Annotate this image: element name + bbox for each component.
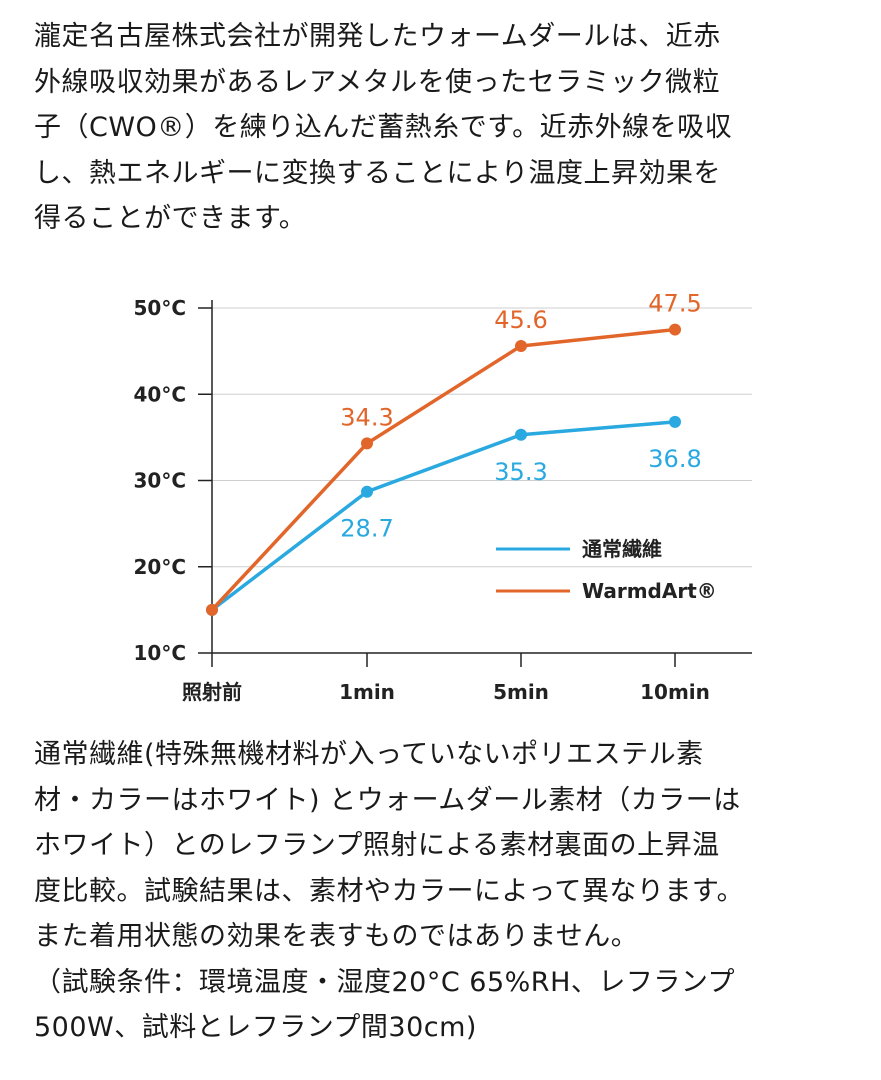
- legend-label: 通常繊維: [582, 537, 662, 561]
- intro-line: 得ることができます。: [34, 203, 307, 234]
- x-tick-label: 照射前: [182, 680, 242, 704]
- caption-line: ホワイト）とのレフランプ照射による素材裏面の上昇温: [34, 830, 720, 861]
- caption-paragraph: 通常繊維(特殊無機材料が入っていないポリエステル素材・カラーはホワイト) とウォ…: [34, 732, 744, 1051]
- caption-line: 500W、試料とレフランプ間30cm): [34, 1012, 477, 1043]
- intro-line: 子（CWO®）を練り込んだ蓄熱糸です。近赤外線を吸収: [34, 112, 733, 143]
- data-label: 34.3: [340, 403, 393, 431]
- y-tick-label: 10°C: [133, 641, 186, 665]
- y-tick-label: 40°C: [133, 382, 186, 406]
- data-label: 45.6: [494, 306, 547, 334]
- x-tick-label: 10min: [640, 680, 710, 704]
- series-line: [210, 327, 676, 612]
- data-point: [206, 603, 218, 616]
- y-tick-label: 30°C: [133, 469, 186, 493]
- data-label: 36.8: [648, 445, 701, 473]
- intro-line: し、熱エネルギーに変換することにより温度上昇効果を: [34, 157, 721, 189]
- legend-label: WarmdArt®: [582, 579, 717, 603]
- caption-line: 材・カラーはホワイト) とウォームダール素材（カラーは: [34, 784, 741, 816]
- caption-line: 通常繊維(特殊無機材料が入っていないポリエステル素: [34, 739, 704, 770]
- y-tick-label: 20°C: [133, 555, 186, 579]
- x-tick-label: 1min: [339, 680, 395, 704]
- x-tick-label: 5min: [493, 680, 549, 704]
- caption-line: 度比較。試験結果は、素材やカラーによって異なります。: [34, 875, 745, 907]
- temperature-chart: 10°C 20°C 30°C 40°C 50°C 照射前 1min 5min 10min 28.7…: [0, 270, 881, 720]
- data-label: 28.7: [340, 515, 393, 543]
- data-label: 47.5: [648, 290, 701, 318]
- intro-paragraph: 瀧定名古屋株式会社が開発したウォームダールは、近赤 外線吸収効果があるレアメタルを…: [34, 14, 732, 242]
- data-point: [361, 485, 373, 498]
- data-point: [361, 437, 373, 450]
- caption-line: また着用状態の効果を表すものではありません。: [34, 921, 639, 952]
- data-point: [669, 323, 681, 336]
- caption-line: （試験条件：環境温度・湿度20°C 65%RH、レフランプ: [34, 966, 736, 998]
- intro-line: 外線吸収効果があるレアメタルを使ったセラミック微粒: [34, 66, 721, 98]
- data-label: 35.3: [494, 458, 547, 486]
- data-point: [515, 339, 527, 352]
- intro-line: 瀧定名古屋株式会社が開発したウォームダールは、近赤: [34, 21, 721, 52]
- series-line: [210, 420, 676, 612]
- data-point: [669, 415, 681, 428]
- y-tick-label: 50°C: [133, 296, 186, 320]
- temperature-line-chart: 10°C 20°C 30°C 40°C 50°C 照射前 1min 5min 10min 28.7…: [133, 290, 752, 704]
- data-point: [515, 428, 527, 441]
